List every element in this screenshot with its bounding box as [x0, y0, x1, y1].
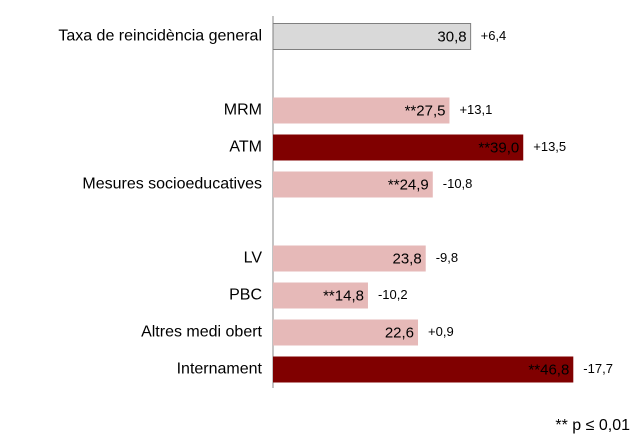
category-label: Mesures socioeducatives: [82, 176, 262, 193]
category-label: Internament: [177, 361, 263, 378]
value-label: 23,8: [393, 250, 422, 267]
bar: [273, 245, 426, 272]
value-label: **14,8: [323, 287, 364, 304]
category-label: PBC: [229, 287, 262, 304]
difference-label: +13,5: [533, 139, 566, 154]
value-label: 22,6: [385, 324, 414, 341]
category-label: Altres medi obert: [141, 324, 262, 341]
value-label: **39,0: [478, 139, 519, 156]
difference-label: -10,2: [378, 287, 408, 302]
difference-label: +13,1: [459, 102, 492, 117]
value-label: **27,5: [405, 102, 446, 119]
category-label: LV: [244, 250, 263, 267]
bar: [273, 282, 368, 309]
difference-label: -9,8: [436, 250, 458, 265]
value-label: **24,9: [388, 176, 429, 193]
category-label: ATM: [229, 139, 262, 156]
difference-label: +6,4: [481, 28, 507, 43]
bar: [273, 134, 524, 161]
value-label: **46,8: [528, 361, 569, 378]
difference-label: -10,8: [443, 176, 473, 191]
bar: [273, 356, 574, 383]
difference-label: -17,7: [583, 361, 613, 376]
category-label: MRM: [224, 102, 262, 119]
bar: [273, 97, 450, 124]
bar: [273, 171, 433, 198]
value-label: 30,8: [437, 28, 466, 45]
bar: [273, 319, 419, 346]
category-label: Taxa de reincidència general: [58, 28, 262, 45]
bar: [272, 23, 472, 50]
footnote: ** p ≤ 0,01: [555, 417, 630, 434]
difference-label: +0,9: [428, 324, 454, 339]
